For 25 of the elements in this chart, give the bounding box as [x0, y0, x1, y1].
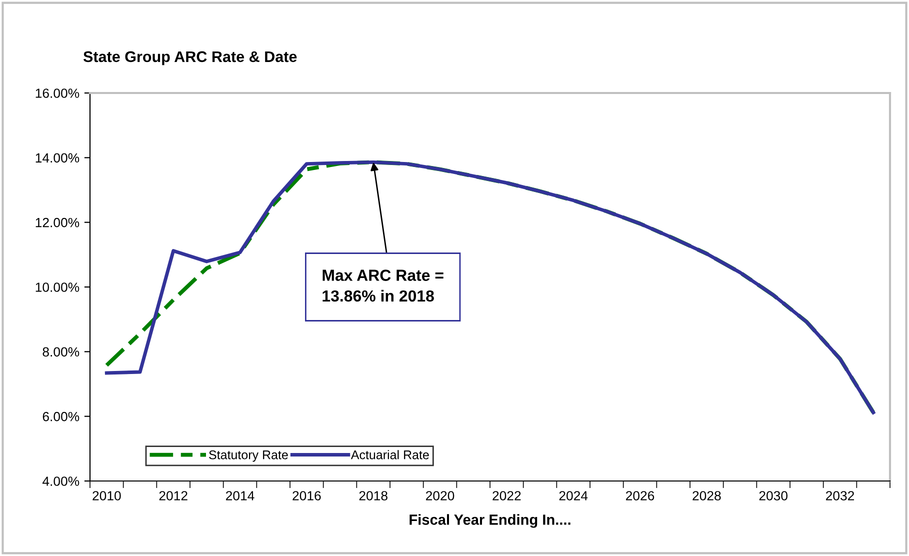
annotation: Max ARC Rate = 13.86% in 2018 — [322, 270, 444, 302]
x-tick-label: 2014 — [226, 491, 254, 500]
y-tick-label: 4.00% — [42, 476, 80, 486]
x-tick-label: 2030 — [759, 491, 788, 500]
x-tick-label: 2012 — [159, 491, 188, 500]
x-tick-label: 2010 — [92, 491, 121, 500]
x-axis-title: Fiscal Year Ending In.... — [410, 514, 570, 528]
y-tick-label: 6.00% — [42, 412, 80, 422]
legend-label: Statutory Rate — [209, 450, 288, 462]
x-tick-label: 2026 — [626, 491, 654, 500]
x-tick-label: 2022 — [492, 491, 521, 500]
legend-label: Actuarial Rate — [350, 450, 429, 460]
y-tick-label: 8.00% — [42, 347, 80, 357]
y-tick-label: 16.00% — [36, 88, 80, 98]
x-tick-label: 2020 — [426, 491, 454, 500]
x-tick-label: 2032 — [826, 491, 854, 500]
line-series — [104, 160, 876, 414]
x-tick-label: 2024 — [559, 491, 588, 500]
y-tick-label: 10.00% — [36, 282, 80, 292]
x-tick-label: 2016 — [292, 491, 321, 500]
y-tick-label: 14.00% — [36, 153, 80, 163]
y-tick-label: 12.00% — [36, 218, 80, 228]
x-tick-label: 2018 — [359, 491, 388, 500]
x-tick-label: 2028 — [692, 491, 721, 500]
chart-title: State Group ARC Rate & Date — [83, 51, 297, 66]
